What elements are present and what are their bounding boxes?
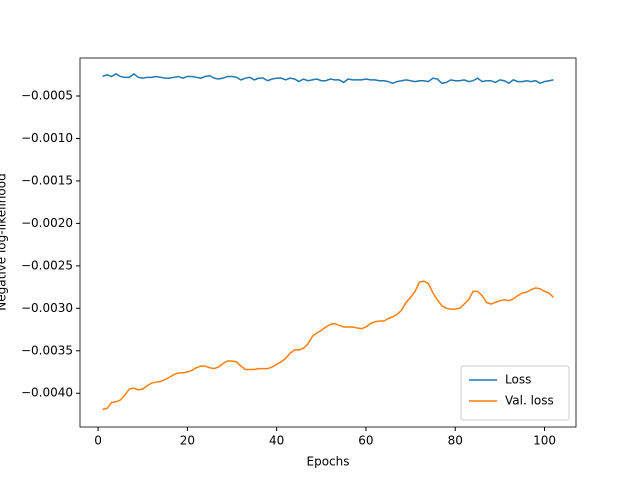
x-tick-label: 100 bbox=[533, 434, 556, 448]
y-axis-label: Negative log-likelihood bbox=[0, 173, 9, 310]
y-tick-label: −0.0035 bbox=[21, 343, 73, 357]
x-tick-label: 40 bbox=[269, 434, 284, 448]
line-series bbox=[102, 280, 554, 411]
x-axis-label: Epochs bbox=[307, 455, 350, 469]
y-tick-label: −0.0040 bbox=[21, 386, 73, 400]
y-tick-label: −0.0020 bbox=[21, 216, 73, 230]
line-series bbox=[102, 72, 554, 85]
x-tick-label: 0 bbox=[94, 434, 102, 448]
x-tick-label: 20 bbox=[180, 434, 195, 448]
y-tick-label: −0.0010 bbox=[21, 131, 73, 145]
legend-label: Val. loss bbox=[505, 394, 554, 408]
legend-label: Loss bbox=[505, 373, 531, 387]
y-tick-label: −0.0005 bbox=[21, 89, 73, 103]
x-tick-label: 80 bbox=[448, 434, 463, 448]
y-tick-label: −0.0030 bbox=[21, 301, 73, 315]
axes-frame bbox=[79, 57, 577, 428]
x-tick-label: 60 bbox=[358, 434, 373, 448]
y-tick-label: −0.0015 bbox=[21, 173, 73, 187]
y-tick-label: −0.0025 bbox=[21, 258, 73, 272]
